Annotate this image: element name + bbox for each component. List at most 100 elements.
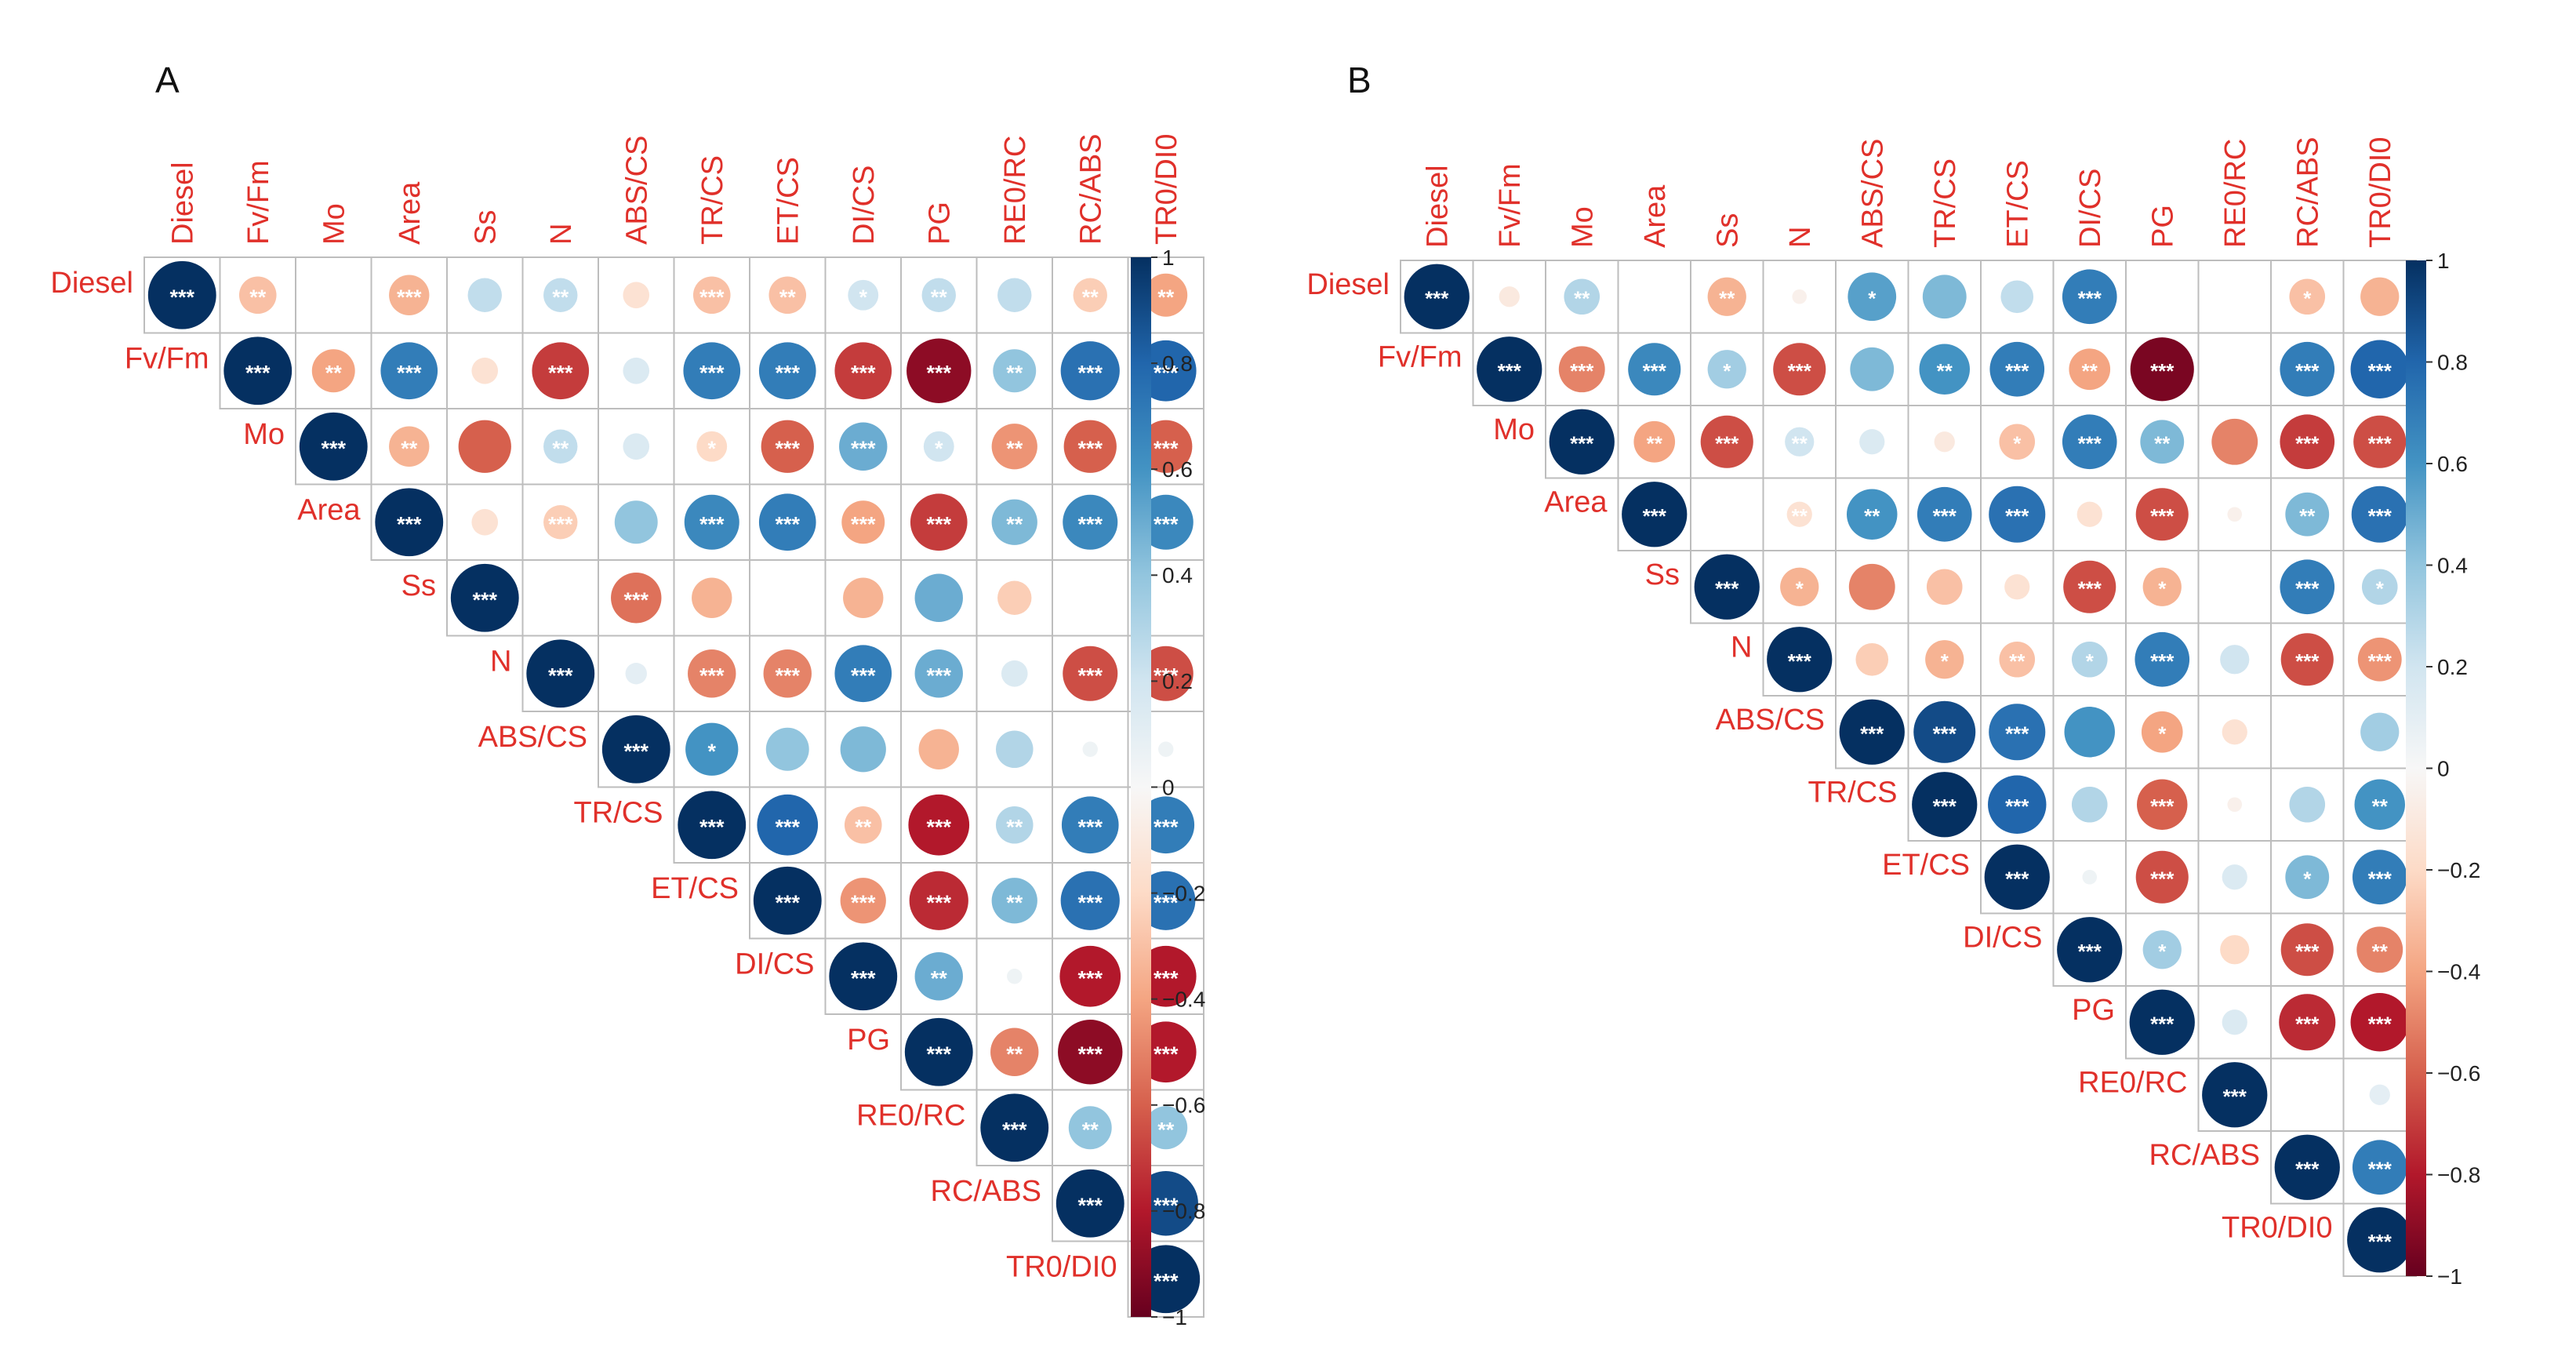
column-label: Mo bbox=[318, 203, 351, 245]
correlation-circle bbox=[2220, 645, 2250, 675]
significance-stars: ** bbox=[931, 966, 948, 990]
row-label: Area bbox=[297, 494, 361, 527]
significance-stars: * bbox=[707, 740, 716, 763]
significance-stars: *** bbox=[2295, 359, 2320, 383]
correlation-circle bbox=[1060, 871, 1120, 930]
significance-stars: *** bbox=[851, 891, 876, 915]
significance-stars: *** bbox=[2295, 431, 2320, 455]
significance-stars: *** bbox=[397, 286, 422, 309]
significance-stars: *** bbox=[699, 361, 725, 384]
correlation-circle bbox=[2356, 926, 2403, 973]
significance-stars: *** bbox=[1715, 577, 1739, 600]
correlation-circle bbox=[1063, 646, 1118, 701]
correlation-circle bbox=[841, 500, 885, 544]
significance-stars: *** bbox=[2078, 577, 2102, 600]
significance-stars: *** bbox=[1002, 1118, 1027, 1141]
significance-stars: * bbox=[1868, 286, 1877, 310]
correlation-circle bbox=[2222, 1009, 2247, 1035]
correlation-circle bbox=[2353, 415, 2407, 468]
column-label: Ss bbox=[470, 210, 503, 245]
significance-stars: * bbox=[935, 437, 943, 460]
correlation-circle bbox=[1922, 275, 1967, 319]
row-label: Diesel bbox=[50, 267, 133, 300]
correlation-circle bbox=[623, 433, 650, 460]
colorbar-tick-label: −1 bbox=[1162, 1305, 1187, 1329]
correlation-circle bbox=[834, 645, 892, 703]
significance-stars: *** bbox=[699, 815, 725, 838]
colorbar-tick-label: 0.8 bbox=[1162, 351, 1193, 376]
significance-stars: *** bbox=[851, 361, 876, 384]
grid-cell bbox=[2270, 695, 2345, 769]
correlation-circle bbox=[1549, 409, 1615, 475]
correlation-circle bbox=[614, 500, 658, 544]
row-label: TR/CS bbox=[1808, 777, 1898, 809]
correlation-circle bbox=[1001, 660, 1028, 687]
correlation-circle bbox=[2369, 1084, 2390, 1105]
significance-stars: *** bbox=[2295, 1012, 2320, 1035]
significance-stars: *** bbox=[1077, 664, 1103, 687]
significance-stars: ** bbox=[401, 437, 418, 460]
row-label: N bbox=[490, 646, 511, 678]
correlation-circle bbox=[375, 488, 444, 557]
correlation-circle bbox=[995, 806, 1034, 844]
significance-stars: *** bbox=[926, 891, 951, 915]
correlation-circle bbox=[2280, 341, 2335, 397]
significance-stars: *** bbox=[1933, 795, 1957, 818]
column-label: PG bbox=[924, 202, 957, 245]
correlation-circle bbox=[2202, 1062, 2268, 1128]
significance-stars: ** bbox=[1647, 431, 1663, 455]
significance-stars: *** bbox=[1077, 512, 1103, 536]
correlation-circle bbox=[758, 342, 816, 400]
significance-stars: * bbox=[2158, 722, 2167, 745]
significance-stars: *** bbox=[2223, 1085, 2247, 1108]
correlation-circle bbox=[2142, 930, 2182, 969]
significance-stars: *** bbox=[2005, 795, 2029, 818]
grid-cell bbox=[2197, 332, 2272, 406]
correlation-circle bbox=[1917, 486, 1972, 542]
correlation-circle bbox=[299, 412, 368, 481]
significance-stars: ** bbox=[1864, 504, 1880, 528]
correlation-circle bbox=[2280, 414, 2335, 470]
correlation-circle bbox=[1999, 424, 2036, 460]
colorbar-tick-label: 0 bbox=[2437, 756, 2450, 780]
correlation-circle bbox=[688, 649, 736, 698]
correlation-circle bbox=[914, 649, 963, 698]
correlation-circle bbox=[2142, 567, 2182, 606]
significance-stars: ** bbox=[1006, 1042, 1023, 1066]
significance-stars: *** bbox=[926, 1042, 951, 1066]
correlation-circle bbox=[238, 276, 277, 315]
significance-stars: *** bbox=[2078, 286, 2102, 310]
panel-title: A bbox=[155, 60, 180, 100]
colorbar-tick-label: 1 bbox=[2437, 249, 2450, 273]
grid-cell bbox=[2197, 550, 2272, 624]
correlation-circle bbox=[2360, 277, 2400, 316]
colorbar-tick-label: 0.6 bbox=[1162, 457, 1193, 482]
significance-stars: *** bbox=[2295, 577, 2320, 600]
row-label: Mo bbox=[1493, 413, 1535, 446]
significance-stars: *** bbox=[926, 512, 951, 536]
correlation-circle bbox=[1055, 1169, 1125, 1238]
correlation-circle bbox=[471, 357, 499, 384]
correlation-circle bbox=[2076, 501, 2102, 527]
row-label: TR/CS bbox=[574, 797, 663, 830]
correlation-circle bbox=[389, 426, 430, 467]
colorbar-tick-label: 0.4 bbox=[2437, 553, 2468, 577]
correlation-circle bbox=[223, 336, 292, 406]
correlation-circle bbox=[696, 431, 728, 462]
significance-stars: ** bbox=[1082, 286, 1099, 309]
correlation-circle bbox=[2135, 631, 2190, 687]
column-label: TR0/DI0 bbox=[2364, 137, 2397, 248]
correlation-circle bbox=[2361, 569, 2398, 606]
correlation-circle bbox=[389, 275, 430, 315]
significance-stars: *** bbox=[1788, 649, 1812, 673]
column-label: TR0/DI0 bbox=[1150, 134, 1183, 245]
correlation-circle bbox=[2130, 337, 2194, 402]
correlation-circle bbox=[840, 878, 886, 924]
correlation-circle bbox=[848, 279, 879, 311]
significance-stars: *** bbox=[2150, 867, 2175, 890]
significance-stars: ** bbox=[552, 286, 569, 309]
correlation-circle bbox=[1919, 344, 1970, 395]
significance-stars: *** bbox=[397, 361, 422, 384]
significance-stars: *** bbox=[775, 664, 800, 687]
significance-stars: *** bbox=[2150, 795, 2175, 818]
